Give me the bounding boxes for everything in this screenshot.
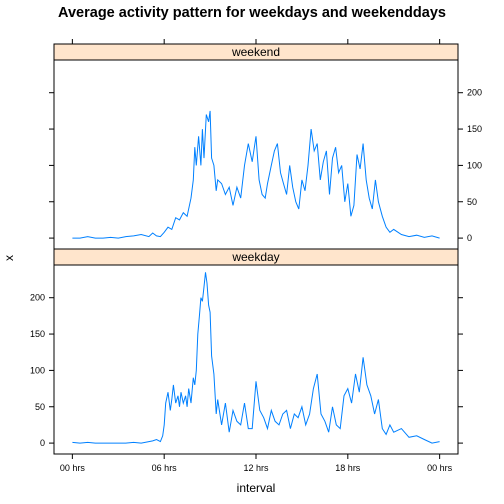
series-line-weekend	[72, 110, 440, 239]
panel-frame-weekday	[53, 264, 459, 455]
y-tick-label-weekday: 150	[30, 329, 45, 339]
y-tick-label-weekend: 50	[467, 197, 477, 207]
y-tick-label-weekend: 0	[467, 233, 472, 243]
y-tick-label-weekend: 150	[467, 124, 482, 134]
y-tick-label-weekday: 50	[35, 402, 45, 412]
y-tick-label-weekday: 0	[40, 438, 45, 448]
y-tick-label-weekday: 100	[30, 365, 45, 375]
x-tick-label: 06 hrs	[152, 463, 178, 473]
series-line-weekday	[72, 272, 440, 444]
x-tick-label: 12 hrs	[243, 463, 269, 473]
panels: weekend weekday	[53, 43, 459, 455]
panel-weekend: weekend	[53, 43, 459, 250]
x-tick-label: 00 hrs	[60, 463, 86, 473]
axes: 0 50 100 150 200 0 50 100 150 200 00 hrs 06 hrs 12 h…	[30, 39, 482, 473]
panel-frame-weekend	[53, 59, 459, 250]
strip-label-weekday: weekday	[231, 250, 279, 264]
panel-weekday: weekday	[53, 248, 459, 455]
x-axis-label: interval	[237, 481, 276, 495]
x-tick-label: 18 hrs	[335, 463, 361, 473]
chart-title: Average activity pattern for weekdays an…	[58, 5, 446, 21]
y-tick-label-weekend: 100	[467, 160, 482, 170]
y-axis-label: x	[2, 255, 16, 261]
x-tick-label: 00 hrs	[427, 463, 453, 473]
strip-label-weekend: weekend	[231, 45, 280, 59]
y-tick-label-weekday: 200	[30, 293, 45, 303]
y-tick-label-weekend: 200	[467, 88, 482, 98]
